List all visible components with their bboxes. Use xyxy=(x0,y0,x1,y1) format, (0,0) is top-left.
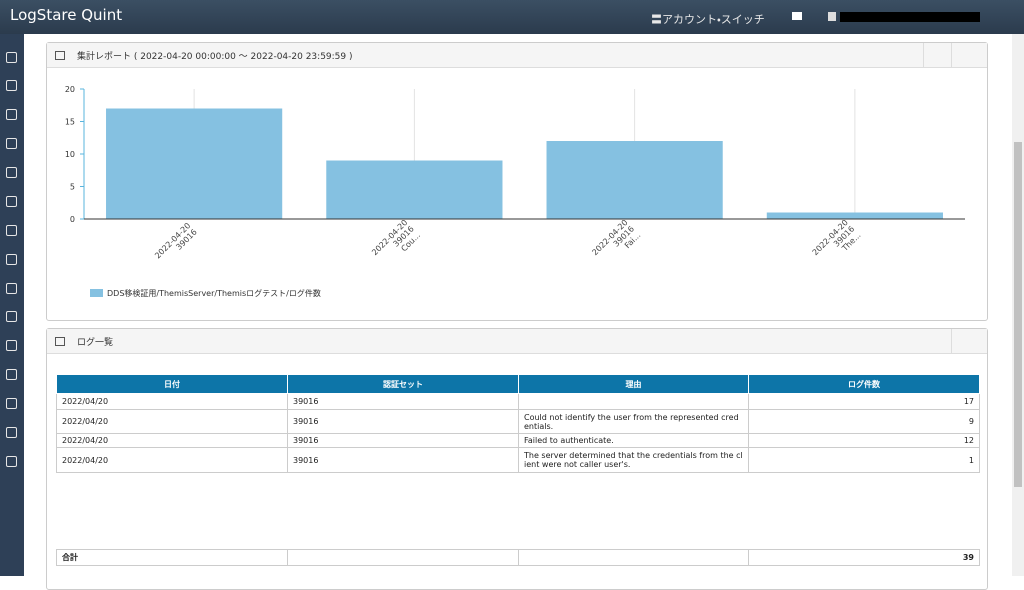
column-header[interactable]: ログ件数 xyxy=(748,374,980,394)
nav-icon[interactable] xyxy=(6,369,17,380)
panel-title: ログ一覧 xyxy=(77,338,114,348)
brand[interactable]: LogStare Quint xyxy=(10,6,123,24)
table-cell: 2022/04/20 xyxy=(56,393,288,410)
bar xyxy=(546,141,723,219)
download-button[interactable] xyxy=(951,329,980,353)
nav-icon[interactable] xyxy=(6,456,17,467)
table-icon xyxy=(55,337,65,346)
y-tick-label: 5 xyxy=(70,183,75,192)
column-header[interactable]: 認証セット xyxy=(287,374,519,394)
scroll-thumb[interactable] xyxy=(1014,142,1022,487)
table-row: 2022/04/20 39016 The server determined tha… xyxy=(56,447,980,473)
nav-icon[interactable] xyxy=(6,225,17,236)
x-tick-label: 2022-04-2039016The... xyxy=(811,218,863,257)
table-cell: The server determined that the credentia… xyxy=(518,447,749,473)
top-bar: LogStare Quint 〓アカウント・スイッチ xyxy=(0,0,1024,34)
account-switch[interactable]: 〓アカウント・スイッチ xyxy=(651,13,765,26)
table-row: 2022/04/20 39016 17 xyxy=(56,393,980,410)
header-row: 日付 認証セット 理由 ログ件数 xyxy=(56,374,980,394)
x-tick-label: 2022-04-2039016Cou... xyxy=(370,218,422,257)
nav-icon[interactable] xyxy=(6,427,17,438)
table-cell xyxy=(518,549,749,566)
table-row: 2022/04/20 39016 Could not identify the us… xyxy=(56,409,980,434)
column-header[interactable]: 日付 xyxy=(56,374,288,394)
table-cell: 39016 xyxy=(287,409,519,434)
panel-header: 集計レポート ( 2022-04-20 00:00:00 ～ 2022-04-2… xyxy=(47,43,987,68)
nav-icon[interactable] xyxy=(6,340,17,351)
settings-button[interactable] xyxy=(923,43,952,67)
bar xyxy=(326,160,503,219)
table-cell: 39016 xyxy=(287,433,519,448)
panel-header: ログ一覧 xyxy=(47,329,987,354)
bar xyxy=(766,212,943,219)
legend-label: DDS移検証用/ThemisServer/Themisログテスト/ログ件数 xyxy=(107,288,321,298)
table-cell: 1 xyxy=(748,447,980,473)
y-tick-label: 20 xyxy=(65,85,75,94)
nav-icon[interactable] xyxy=(6,311,17,322)
chart-icon xyxy=(55,51,65,60)
table-cell: 39016 xyxy=(287,393,519,410)
y-tick-label: 10 xyxy=(65,150,75,159)
y-tick-label: 0 xyxy=(70,215,75,224)
nav-icon[interactable] xyxy=(6,283,17,294)
table-cell xyxy=(287,549,519,566)
table-cell: Could not identify the user from the rep… xyxy=(518,409,749,434)
total-table: 合計 39 xyxy=(56,549,980,566)
y-tick-label: 15 xyxy=(65,118,75,127)
nav-icon[interactable] xyxy=(6,167,17,178)
nav-icon[interactable] xyxy=(6,138,17,149)
table-cell: 2022/04/20 xyxy=(56,447,288,473)
nav-icon[interactable] xyxy=(6,196,17,207)
column-header[interactable]: 理由 xyxy=(518,374,749,394)
nav-icon[interactable] xyxy=(6,109,17,120)
total-row: 合計 39 xyxy=(56,549,980,566)
table-cell: Failed to authenticate. xyxy=(518,433,749,448)
bar xyxy=(106,108,283,219)
nav-icon[interactable] xyxy=(6,398,17,409)
table-cell xyxy=(518,393,749,410)
table-cell: 2022/04/20 xyxy=(56,409,288,434)
masked-user[interactable] xyxy=(840,12,980,22)
user-icon[interactable] xyxy=(828,12,836,21)
pdf-button[interactable] xyxy=(951,43,980,67)
nav-icon[interactable] xyxy=(6,52,17,63)
x-tick-label: 2022-04-2039016Fai... xyxy=(590,218,642,257)
table-cell: 39016 xyxy=(287,447,519,473)
table-cell: 17 xyxy=(748,393,980,410)
message-icon[interactable] xyxy=(792,12,802,20)
table-cell: 9 xyxy=(748,409,980,434)
legend-swatch xyxy=(90,289,103,297)
table-cell: 12 xyxy=(748,433,980,448)
sidebar xyxy=(0,34,24,576)
nav-icon[interactable] xyxy=(6,80,17,91)
panel-title: 集計レポート ( 2022-04-20 00:00:00 ～ 2022-04-2… xyxy=(77,52,353,62)
total-value: 39 xyxy=(748,549,980,566)
log-table: 日付 認証セット 理由 ログ件数 2022/04/20 39016 17 2022/04/20… xyxy=(56,374,980,473)
total-label: 合計 xyxy=(56,549,288,566)
table-cell: 2022/04/20 xyxy=(56,433,288,448)
table-row: 2022/04/20 39016 Failed to authenticate. 12 xyxy=(56,433,980,448)
nav-icon[interactable] xyxy=(6,254,17,265)
